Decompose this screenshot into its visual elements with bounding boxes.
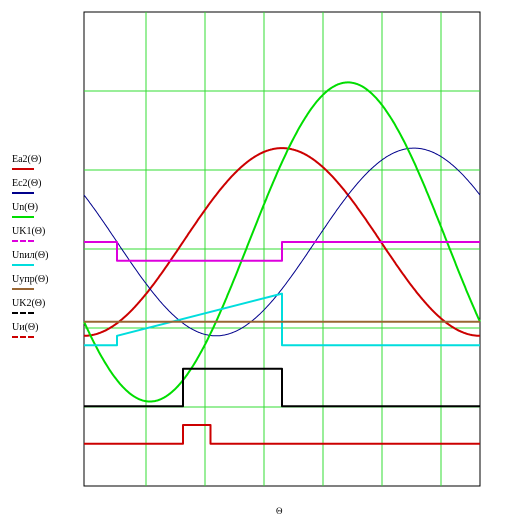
legend-swatch	[12, 288, 34, 290]
legend-label: Ec2(Θ)	[12, 178, 42, 189]
x-axis-label: Θ	[276, 506, 283, 516]
legend-label: Un(Θ)	[12, 202, 39, 213]
legend-label: Unил(Θ)	[12, 250, 49, 261]
legend-swatch	[12, 336, 34, 338]
series-line-2	[83, 81, 481, 403]
legend-swatch	[12, 240, 34, 242]
legend-item: UK2(Θ)	[12, 298, 82, 322]
series-line-1	[83, 147, 481, 337]
legend-item: UK1(Θ)	[12, 226, 82, 250]
legend-label: UK1(Θ)	[12, 226, 46, 237]
legend: Ea2(Θ) Ec2(Θ) Un(Θ) UK1(Θ) Unил(Θ) Uyпр(Θ) UK2…	[12, 154, 82, 346]
legend-label: UK2(Θ)	[12, 298, 46, 309]
series-line-6	[84, 367, 480, 408]
legend-label: Uи(Θ)	[12, 322, 39, 333]
legend-item: Ec2(Θ)	[12, 178, 82, 202]
legend-item: Uyпр(Θ)	[12, 274, 82, 298]
legend-item: Uи(Θ)	[12, 322, 82, 346]
legend-item: Unил(Θ)	[12, 250, 82, 274]
legend-swatch	[12, 192, 34, 194]
series-line-4	[84, 292, 480, 347]
legend-item: Ea2(Θ)	[12, 154, 82, 178]
series-line-7	[84, 424, 480, 445]
series-line-3	[84, 241, 480, 262]
curves	[83, 81, 481, 445]
legend-item: Un(Θ)	[12, 202, 82, 226]
legend-swatch	[12, 216, 34, 218]
legend-swatch	[12, 312, 34, 314]
legend-swatch	[12, 264, 34, 266]
legend-label: Uyпр(Θ)	[12, 274, 49, 285]
legend-label: Ea2(Θ)	[12, 154, 42, 165]
legend-swatch	[12, 168, 34, 170]
